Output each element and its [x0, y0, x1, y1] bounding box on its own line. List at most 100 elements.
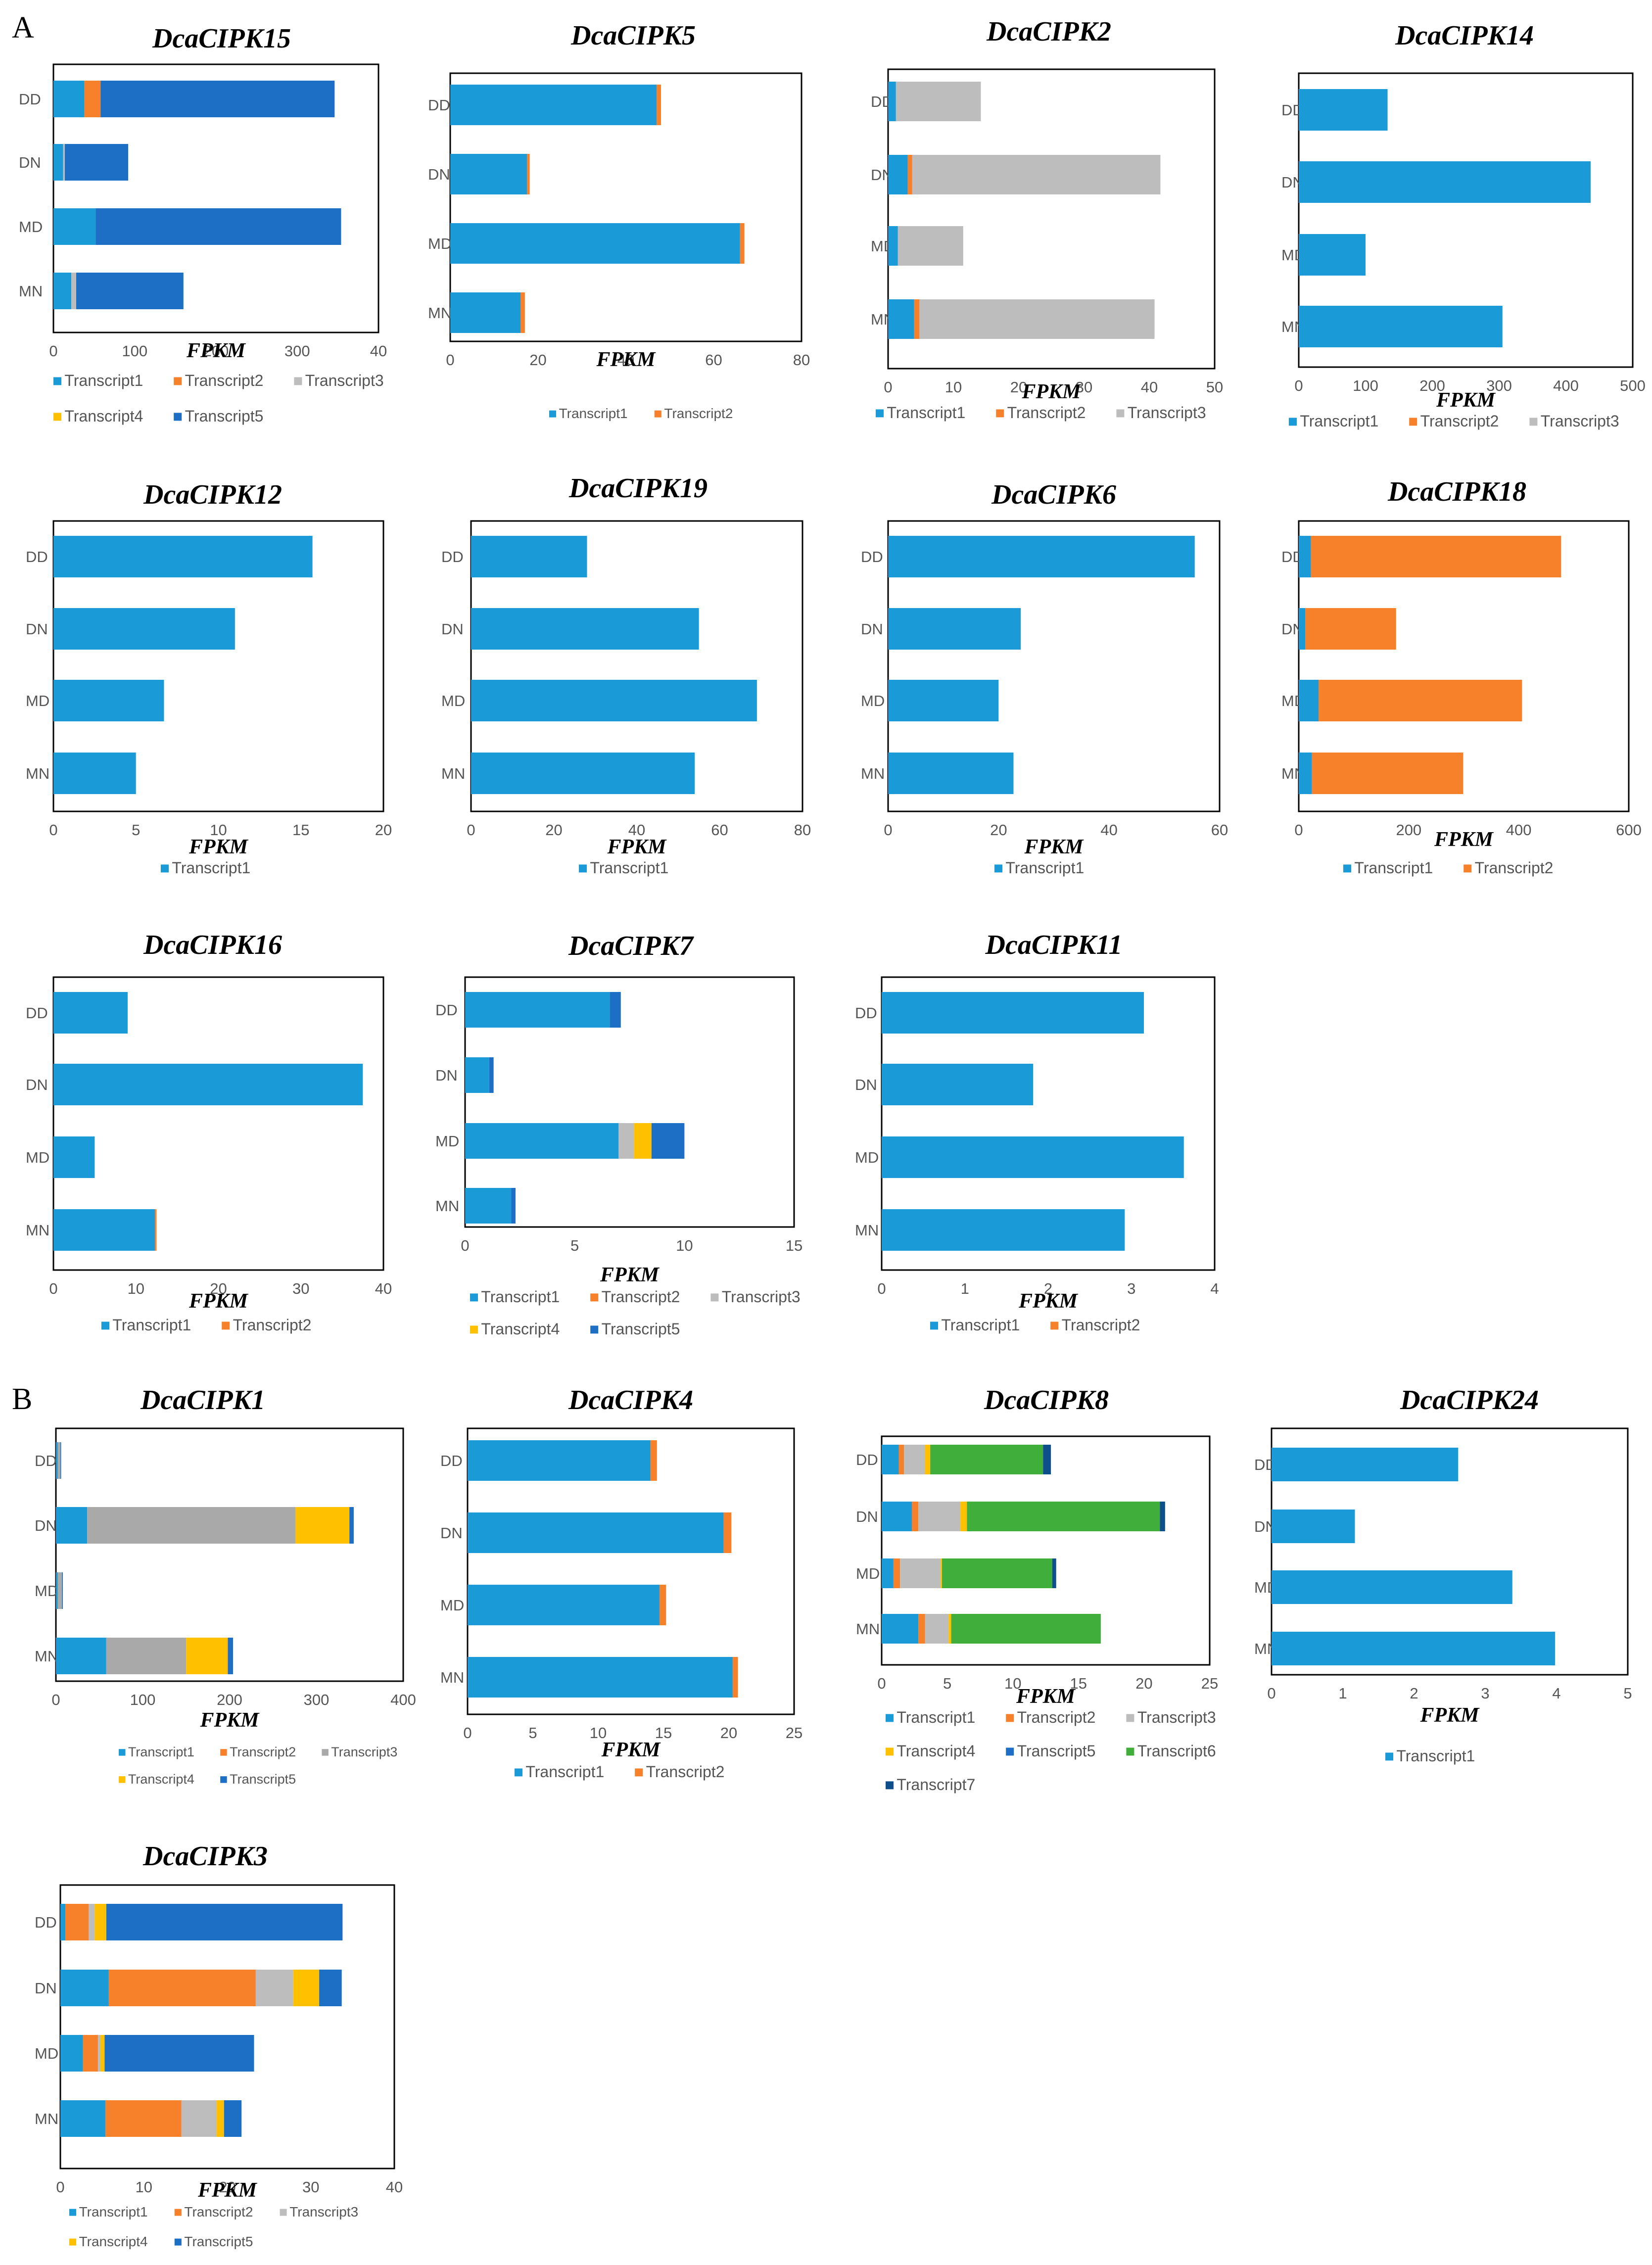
x-tick-dcacipk12-3: 15: [292, 821, 309, 839]
bar-dcacipk4-dn-transcript1: [468, 1512, 724, 1553]
legend-swatch-dcacipk8-transcript1: [886, 1714, 894, 1722]
x-tick-dcacipk8-5: 25: [1201, 1675, 1218, 1692]
x-tick-dcacipk16-1: 10: [128, 1280, 144, 1297]
category-label-dcacipk3-dn: DN: [35, 1980, 57, 1997]
x-tick-dcacipk11-2: 2: [1044, 1280, 1052, 1297]
bar-dcacipk7-md-transcript4: [634, 1123, 652, 1159]
plot-frame-dcacipk5: [449, 72, 802, 342]
legend-label-dcacipk5-transcript1: Transcript1: [559, 406, 628, 421]
chart-title-dcacipk15: DcaCIPK15: [152, 23, 291, 54]
x-tick-dcacipk8-4: 20: [1135, 1675, 1152, 1692]
legend-swatch-dcacipk15-transcript5: [174, 413, 182, 421]
bar-dcacipk3-dn-transcript4: [293, 1970, 320, 2006]
x-tick-dcacipk14-2: 200: [1419, 377, 1445, 394]
bar-dcacipk7-md-transcript1: [465, 1123, 619, 1159]
x-tick-dcacipk6-2: 40: [1100, 821, 1117, 839]
category-label-dcacipk12-md: MD: [26, 692, 49, 709]
bar-dcacipk1-md-transcript1: [56, 1572, 58, 1609]
category-label-dcacipk11-dd: DD: [855, 1004, 877, 1022]
chart-dcacipk16: DcaCIPK16 DD DN MD MN 0 10 20 30 40 FPKM Transcript…: [26, 930, 392, 1334]
plot-frame-dcacipk8: [881, 1435, 1211, 1666]
x-tick-dcacipk1-2: 200: [217, 1691, 242, 1708]
bar-dcacipk3-md-transcript5: [104, 2035, 254, 2072]
legend-label-dcacipk8-transcript2: Transcript2: [1017, 1708, 1096, 1726]
x-axis-label-dcacipk24: FPKM: [1419, 1704, 1480, 1727]
category-label-dcacipk4-dd: DD: [440, 1452, 463, 1469]
x-tick-dcacipk18-0: 0: [1294, 821, 1303, 839]
chart-title-dcacipk24: DcaCIPK24: [1400, 1385, 1539, 1416]
x-tick-dcacipk15-1: 100: [122, 342, 147, 360]
x-tick-dcacipk16-4: 40: [375, 1280, 392, 1297]
legend-swatch-dcacipk7-transcript3: [710, 1293, 719, 1302]
category-label-dcacipk5-md: MD: [428, 235, 452, 252]
category-label-dcacipk8-dn: DN: [856, 1508, 878, 1525]
category-label-dcacipk6-dn: DN: [861, 620, 883, 638]
x-tick-dcacipk5-2: 40: [617, 351, 634, 369]
category-label-dcacipk1-mn: MN: [35, 1648, 58, 1665]
bar-dcacipk8-md-transcript3: [900, 1558, 941, 1588]
plot-frame-dcacipk4: [467, 1427, 795, 1715]
chart-dcacipk4: DcaCIPK4 DD DN MD MN 0 5 10 15 20 25 FPKM Transcript…: [440, 1385, 802, 1781]
x-tick-dcacipk7-2: 10: [676, 1237, 693, 1254]
x-tick-dcacipk24-1: 1: [1338, 1685, 1347, 1702]
category-label-dcacipk3-md: MD: [35, 2045, 58, 2062]
bar-dcacipk11-dd-transcript1: [882, 992, 1144, 1034]
x-tick-dcacipk14-0: 0: [1294, 377, 1303, 394]
x-tick-dcacipk1-3: 300: [304, 1691, 330, 1708]
bar-dcacipk3-dn-transcript1: [60, 1970, 109, 2006]
x-tick-dcacipk7-3: 15: [786, 1237, 802, 1254]
category-label-dcacipk4-mn: MN: [440, 1669, 464, 1686]
x-tick-dcacipk24-5: 5: [1623, 1685, 1632, 1702]
category-label-dcacipk19-dd: DD: [441, 548, 464, 566]
x-tick-dcacipk24-0: 0: [1267, 1685, 1275, 1702]
bar-dcacipk15-md-transcript1: [53, 208, 96, 245]
bar-dcacipk8-md-transcript2: [893, 1558, 900, 1588]
plot-frame-dcacipk19: [470, 520, 803, 812]
x-tick-dcacipk16-0: 0: [49, 1280, 57, 1297]
x-tick-dcacipk2-3: 30: [1076, 378, 1092, 396]
category-label-dcacipk15-dn: DN: [19, 154, 41, 171]
bar-dcacipk3-mn-transcript3: [181, 2100, 217, 2137]
legend-swatch-dcacipk14-transcript2: [1409, 418, 1417, 426]
bar-dcacipk3-dd-transcript4: [94, 1904, 106, 1940]
bar-dcacipk16-dn-transcript1: [53, 1064, 363, 1105]
x-tick-dcacipk15-4: 40: [370, 342, 387, 360]
category-label-dcacipk16-md: MD: [26, 1149, 49, 1166]
x-tick-dcacipk2-4: 40: [1141, 378, 1158, 396]
bar-dcacipk5-md-transcript2: [740, 223, 745, 264]
bar-dcacipk7-mn-transcript1: [465, 1188, 512, 1224]
bar-dcacipk8-mn-transcript3: [925, 1614, 949, 1644]
legend-label-dcacipk8-transcript6: Transcript6: [1137, 1742, 1216, 1760]
legend-swatch-dcacipk16-transcript1: [101, 1321, 109, 1330]
x-tick-dcacipk3-3: 30: [302, 2178, 319, 2196]
x-tick-dcacipk15-2: 200: [203, 342, 229, 360]
x-tick-dcacipk11-3: 3: [1127, 1280, 1135, 1297]
x-tick-dcacipk24-3: 3: [1481, 1685, 1489, 1702]
bar-dcacipk24-md-transcript1: [1272, 1570, 1512, 1604]
category-label-dcacipk1-dd: DD: [35, 1452, 57, 1469]
bar-dcacipk16-md-transcript1: [53, 1136, 95, 1178]
bar-dcacipk12-dd-transcript1: [53, 536, 313, 577]
category-label-dcacipk16-dn: DN: [26, 1076, 48, 1093]
legend-swatch-dcacipk2-transcript1: [876, 409, 884, 418]
category-label-dcacipk7-mn: MN: [435, 1197, 459, 1215]
bar-dcacipk15-dn-transcript3: [63, 144, 65, 181]
category-label-dcacipk7-md: MD: [435, 1132, 459, 1150]
chart-title-dcacipk8: DcaCIPK8: [984, 1385, 1109, 1416]
legend-swatch-dcacipk8-transcript7: [886, 1781, 894, 1790]
bar-dcacipk24-mn-transcript1: [1272, 1632, 1556, 1665]
x-tick-dcacipk14-4: 400: [1553, 377, 1579, 394]
bar-dcacipk8-md-transcript6: [942, 1558, 1052, 1588]
bar-dcacipk15-dn-transcript5: [64, 144, 129, 181]
bar-dcacipk18-md-transcript1: [1299, 680, 1319, 721]
x-tick-dcacipk12-2: 10: [210, 821, 227, 839]
bar-dcacipk1-md-transcript5: [62, 1572, 63, 1609]
x-tick-dcacipk18-3: 600: [1616, 821, 1642, 839]
x-tick-dcacipk19-0: 0: [467, 821, 475, 839]
bar-dcacipk3-dd-transcript5: [106, 1904, 343, 1940]
category-label-dcacipk12-dn: DN: [26, 620, 48, 638]
bar-dcacipk11-md-transcript1: [882, 1136, 1184, 1178]
